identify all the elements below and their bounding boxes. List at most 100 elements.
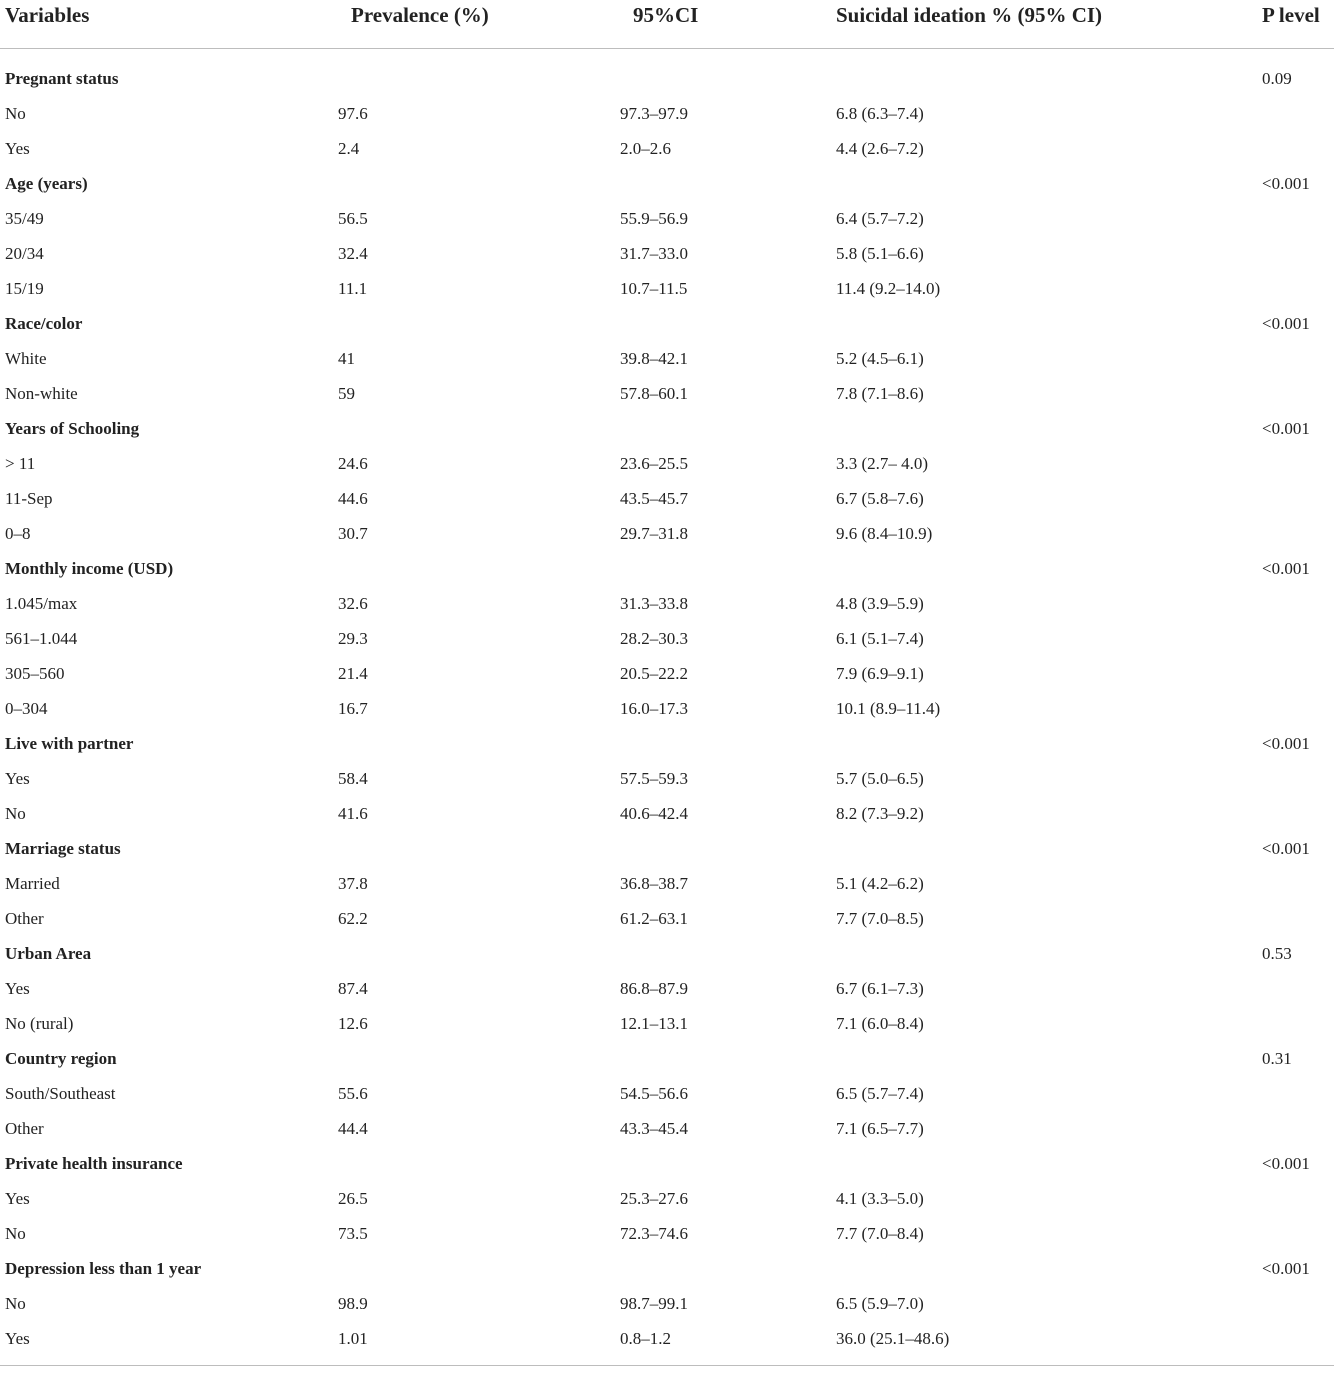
group-row: Monthly income (USD) <0.001 [0,551,1334,586]
variable-cell: Non-white [5,384,78,403]
ideation-cell: 7.1 (6.0–8.4) [836,1014,924,1033]
variable-cell: Years of Schooling [5,419,140,438]
variable-cell: Yes [5,1189,30,1208]
ci-cell: 61.2–63.1 [620,909,688,928]
header-suicidal-ideation: Suicidal ideation % (95% CI) [836,3,1103,27]
variable-cell: Race/color [5,314,83,333]
ideation-cell: 7.7 (7.0–8.5) [836,909,924,928]
prevalence-cell: 41 [338,349,355,368]
group-row: Depression less than 1 year <0.001 [0,1251,1334,1286]
group-row: Live with partner <0.001 [0,726,1334,761]
table-row: Yes 87.4 86.8–87.9 6.7 (6.1–7.3) [0,971,1334,1006]
p-level-cell: 0.31 [1262,1049,1292,1068]
variable-cell: 11-Sep [5,489,53,508]
prevalence-cell: 44.6 [338,489,368,508]
table-row: 561–1.044 29.3 28.2–30.3 6.1 (5.1–7.4) [0,621,1334,656]
ci-cell: 54.5–56.6 [620,1084,688,1103]
prevalence-cell: 16.7 [338,699,368,718]
ci-cell: 43.5–45.7 [620,489,688,508]
table-row: 35/49 56.5 55.9–56.9 6.4 (5.7–7.2) [0,201,1334,236]
variable-cell: Other [5,1119,44,1138]
ci-cell: 40.6–42.4 [620,804,688,823]
variable-cell: 15/19 [5,279,44,298]
table-row: Other 44.4 43.3–45.4 7.1 (6.5–7.7) [0,1111,1334,1146]
table-row: No 73.5 72.3–74.6 7.7 (7.0–8.4) [0,1216,1334,1251]
variable-cell: Yes [5,1329,30,1348]
variable-cell: White [5,349,47,368]
prevalence-cell: 37.8 [338,874,368,893]
variable-cell: Live with partner [5,734,134,753]
prevalence-cell: 1.01 [338,1329,368,1348]
prevalence-cell: 97.6 [338,104,368,123]
ideation-cell: 36.0 (25.1–48.6) [836,1329,950,1348]
prevalence-cell: 58.4 [338,769,368,788]
ci-cell: 10.7–11.5 [620,279,688,298]
variable-cell: 35/49 [5,209,44,228]
p-level-cell: 0.53 [1262,944,1292,963]
table-row: Married 37.8 36.8–38.7 5.1 (4.2–6.2) [0,866,1334,901]
prevalence-cell: 87.4 [338,979,368,998]
ideation-cell: 4.8 (3.9–5.9) [836,594,924,613]
ci-cell: 97.3–97.9 [620,104,688,123]
prevalence-cell: 55.6 [338,1084,368,1103]
variable-cell: No [5,1224,26,1243]
table-row: 1.045/max 32.6 31.3–33.8 4.8 (3.9–5.9) [0,586,1334,621]
table-row: No (rural) 12.6 12.1–13.1 7.1 (6.0–8.4) [0,1006,1334,1041]
ideation-cell: 6.4 (5.7–7.2) [836,209,924,228]
table-row: 0–8 30.7 29.7–31.8 9.6 (8.4–10.9) [0,516,1334,551]
header-prevalence: Prevalence (%) [351,3,489,27]
ci-cell: 31.7–33.0 [620,244,688,263]
variable-cell: Monthly income (USD) [5,559,174,578]
ci-cell: 86.8–87.9 [620,979,688,998]
ci-cell: 28.2–30.3 [620,629,688,648]
variable-cell: Private health insurance [5,1154,183,1173]
ideation-cell: 7.8 (7.1–8.6) [836,384,924,403]
table-row: 11-Sep 44.6 43.5–45.7 6.7 (5.8–7.6) [0,481,1334,516]
variable-cell: 305–560 [5,664,65,683]
variable-cell: 561–1.044 [5,629,78,648]
ideation-cell: 5.1 (4.2–6.2) [836,874,924,893]
ideation-cell: 10.1 (8.9–11.4) [836,699,941,718]
table-row: Yes 2.4 2.0–2.6 4.4 (2.6–7.2) [0,131,1334,166]
variable-cell: 0–304 [5,699,48,718]
variable-cell: Urban Area [5,944,92,963]
ci-cell: 29.7–31.8 [620,524,688,543]
variable-cell: No [5,104,26,123]
table-row: Yes 26.5 25.3–27.6 4.1 (3.3–5.0) [0,1181,1334,1216]
ideation-cell: 6.1 (5.1–7.4) [836,629,924,648]
p-level-cell: <0.001 [1262,1154,1310,1173]
prevalence-cell: 11.1 [338,279,368,298]
prevalence-cell: 30.7 [338,524,368,543]
variable-cell: Married [5,874,60,893]
variable-cell: No [5,1294,26,1313]
ideation-cell: 5.2 (4.5–6.1) [836,349,924,368]
ci-cell: 12.1–13.1 [620,1014,688,1033]
ci-cell: 43.3–45.4 [620,1119,688,1138]
variable-cell: Age (years) [5,174,88,193]
table-row: White 41 39.8–42.1 5.2 (4.5–6.1) [0,341,1334,376]
group-row: Urban Area 0.53 [0,936,1334,971]
ci-cell: 23.6–25.5 [620,454,688,473]
p-level-cell: <0.001 [1262,734,1310,753]
variable-cell: South/Southeast [5,1084,116,1103]
table-row: South/Southeast 55.6 54.5–56.6 6.5 (5.7–7.4… [0,1076,1334,1111]
prevalence-cell: 32.6 [338,594,368,613]
ci-cell: 16.0–17.3 [620,699,688,718]
variable-cell: 1.045/max [5,594,78,613]
p-level-cell: <0.001 [1262,314,1310,333]
variable-cell: 0–8 [5,524,31,543]
table-header: Variables Prevalence (%) 95%CI Suicidal … [0,0,1334,49]
group-row: Race/color <0.001 [0,306,1334,341]
variable-cell: Yes [5,139,30,158]
table-body: Pregnant status 0.09 No 97.6 97.3–97.9 6.8 (6… [0,49,1334,1356]
group-row: Marriage status <0.001 [0,831,1334,866]
prevalence-cell: 21.4 [338,664,368,683]
ideation-cell: 7.7 (7.0–8.4) [836,1224,924,1243]
variable-cell: Yes [5,769,30,788]
ideation-cell: 6.8 (6.3–7.4) [836,104,924,123]
ideation-cell: 4.1 (3.3–5.0) [836,1189,924,1208]
ci-cell: 57.5–59.3 [620,769,688,788]
p-level-cell: <0.001 [1262,1259,1310,1278]
p-level-cell: <0.001 [1262,559,1310,578]
